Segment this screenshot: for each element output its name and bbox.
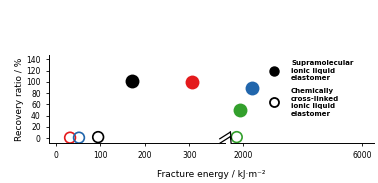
- Point: [76, 136, 82, 139]
- Point: [237, 109, 243, 112]
- Point: [129, 80, 135, 83]
- Text: Supramolecular
ionic liquid
elastomer: Supramolecular ionic liquid elastomer: [291, 60, 353, 81]
- Text: Fracture energy / kJ·m⁻²: Fracture energy / kJ·m⁻²: [157, 170, 266, 179]
- Point: [67, 136, 73, 139]
- Point: [95, 136, 101, 139]
- Point: [249, 86, 255, 89]
- Point: [234, 136, 240, 139]
- Y-axis label: Recovery ratio / %: Recovery ratio / %: [14, 57, 23, 141]
- Point: [189, 81, 195, 84]
- Text: Chemically
cross-linked
ionic liquid
elastomer: Chemically cross-linked ionic liquid ela…: [291, 88, 339, 117]
